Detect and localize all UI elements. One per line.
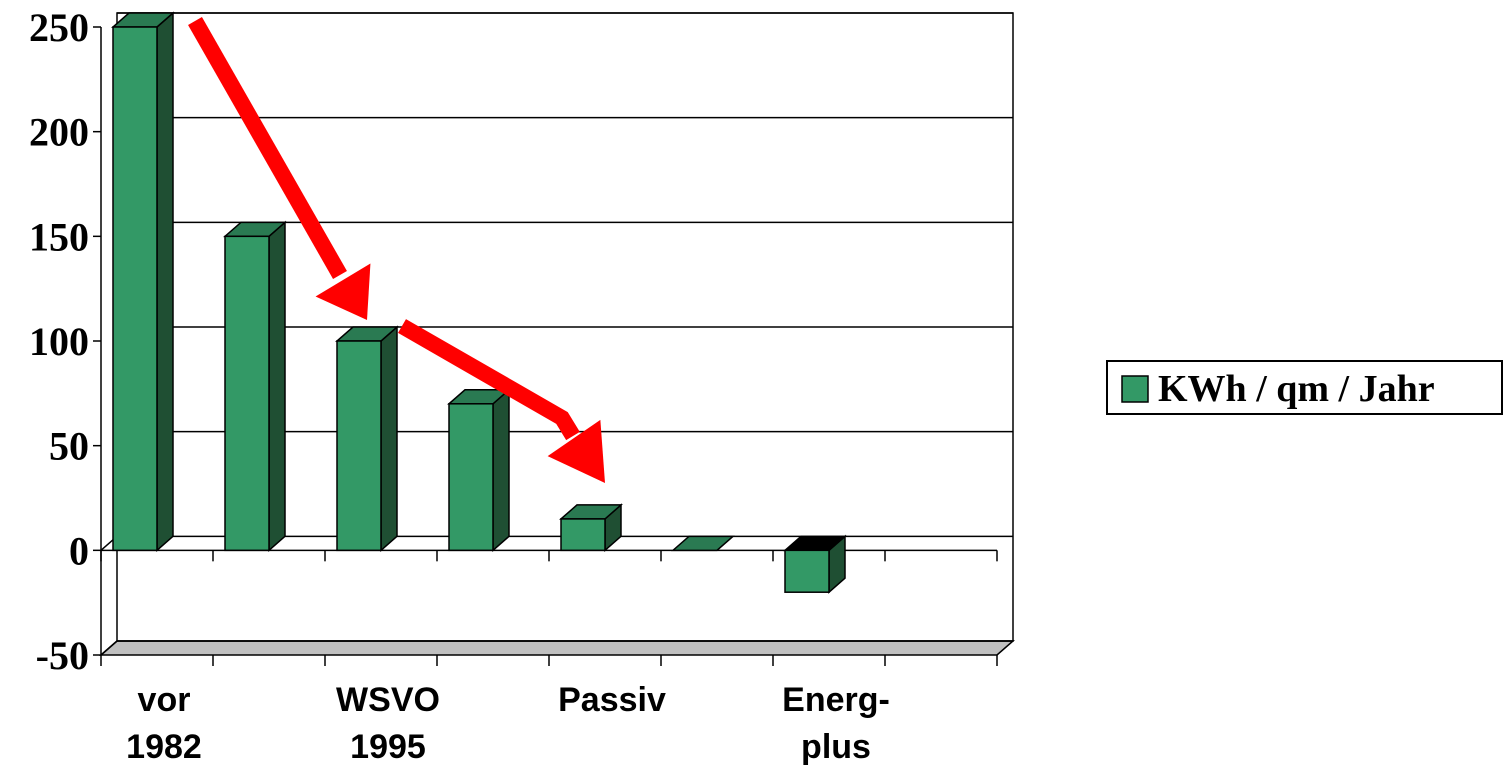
y-tick-label: 150 — [29, 214, 89, 259]
trend-arrow — [188, 17, 371, 320]
y-tick-label: 200 — [29, 110, 89, 155]
x-tick-label: WSVO 1995 — [336, 681, 440, 766]
arrow-shaft — [188, 17, 347, 279]
bar — [671, 535, 735, 552]
bar-front — [336, 340, 382, 552]
bar-front — [784, 549, 830, 593]
x-tick-label: vor 1982 — [126, 681, 202, 766]
arrow-head — [315, 263, 371, 320]
legend-box — [1106, 360, 1503, 415]
x-axis-tick-labels: vor 1982 WSVO 1995 Passiv Energ-plus — [126, 681, 890, 766]
bar — [111, 11, 175, 552]
bar-side — [156, 11, 174, 552]
bar — [783, 534, 847, 594]
bar — [335, 325, 399, 552]
bar-side — [268, 220, 286, 552]
y-tick-label: 50 — [49, 424, 89, 469]
chart-floor — [99, 640, 1015, 656]
legend-label: KWh / qm / Jahr — [1158, 368, 1435, 410]
y-tick-label: 250 — [29, 5, 89, 50]
y-tick-label: 100 — [29, 319, 89, 364]
floor-plane — [99, 640, 1015, 656]
y-tick-label: -50 — [36, 633, 89, 678]
bar — [559, 503, 623, 552]
arrow-shaft — [398, 319, 580, 441]
depth-edge — [100, 640, 118, 656]
bar-front — [448, 403, 494, 552]
bar — [447, 388, 511, 552]
y-axis-tick-labels: 250 200 150 100 50 0 -50 — [29, 5, 89, 678]
x-tick-label: Energ-plus — [782, 681, 890, 766]
bars — [111, 11, 847, 594]
bar — [223, 220, 287, 552]
bar-side — [492, 388, 510, 552]
bar-front — [112, 26, 158, 552]
arrow-head — [547, 419, 605, 483]
legend-swatch — [1121, 375, 1149, 403]
legend: KWh / qm / Jahr — [1106, 360, 1503, 415]
y-tick-label: 0 — [69, 528, 89, 573]
x-tick-label: Passiv — [558, 681, 666, 719]
trend-arrow — [398, 319, 605, 483]
bar-front — [224, 235, 270, 552]
trend-arrows — [188, 17, 605, 483]
bar-side — [380, 325, 398, 552]
bar-front — [560, 518, 606, 552]
bar-top — [671, 535, 735, 552]
